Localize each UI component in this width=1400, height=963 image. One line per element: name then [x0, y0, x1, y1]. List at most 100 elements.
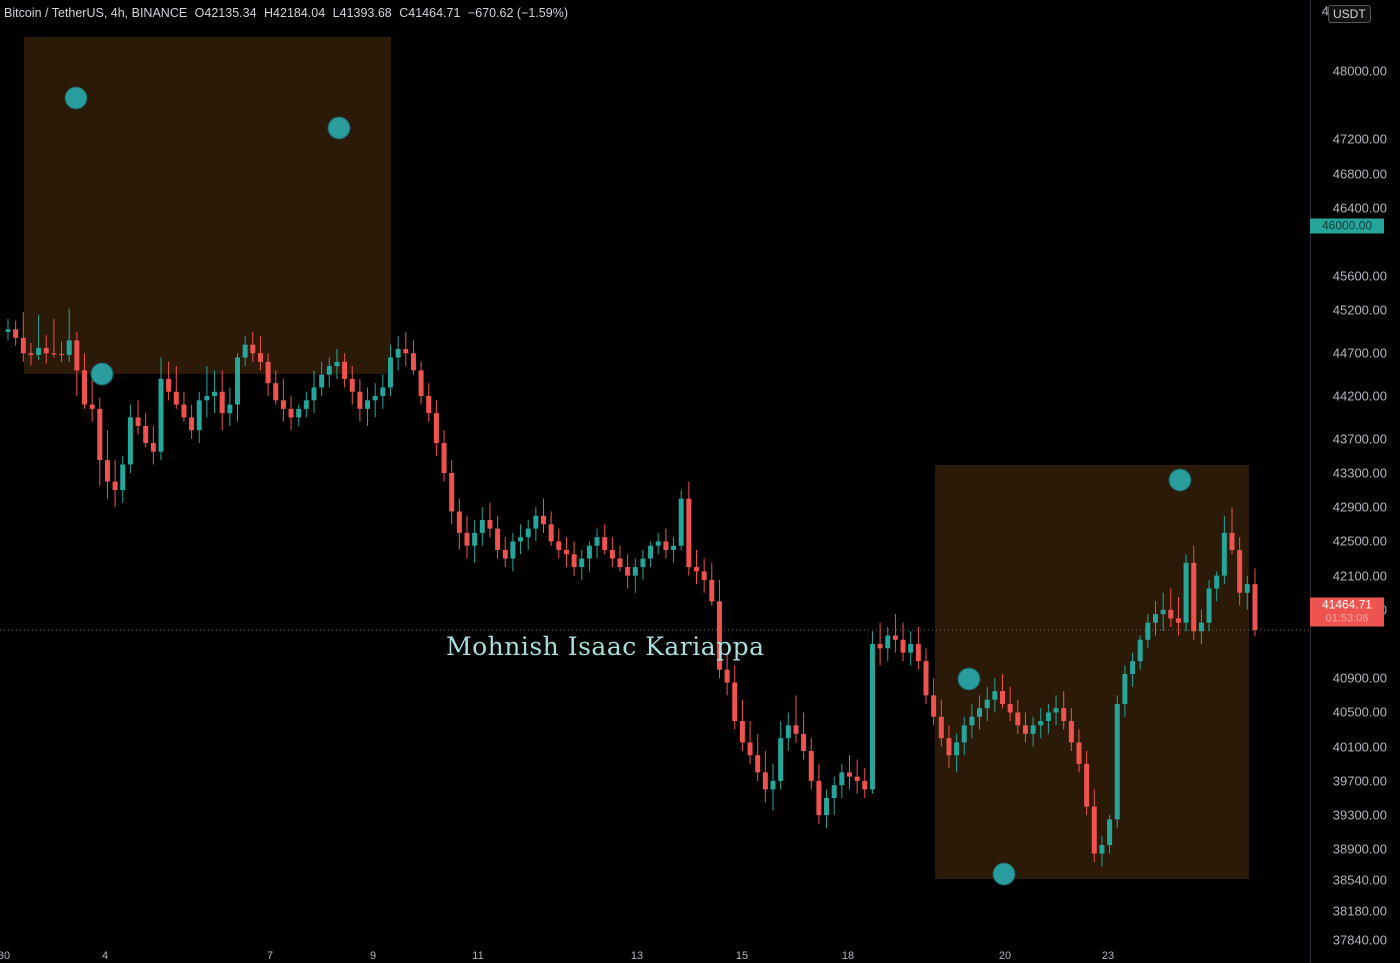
candle-down — [946, 738, 952, 756]
pivot-marker — [957, 667, 981, 691]
candle-up — [586, 545, 592, 559]
candle-down — [1237, 549, 1243, 593]
candle-up — [380, 387, 386, 397]
candle-up — [395, 348, 401, 358]
time-tick-label: 20 — [998, 950, 1012, 962]
candle-down — [89, 404, 95, 409]
candle-down — [938, 716, 944, 739]
candle-up — [1045, 712, 1051, 722]
candle-up — [1160, 609, 1166, 615]
candle-down — [495, 528, 501, 550]
candle-up — [204, 396, 210, 401]
candle-down — [739, 721, 745, 743]
candle-down — [1175, 618, 1181, 623]
price-tick-label: 4 — [1321, 3, 1329, 19]
currency-button[interactable]: USDT — [1328, 5, 1371, 23]
time-tick-label: 9 — [369, 950, 377, 962]
candle-down — [112, 481, 118, 491]
price-tick-label: 42500.00 — [1332, 533, 1387, 549]
price-tick-label: 40500.00 — [1332, 704, 1387, 720]
candle-up — [1183, 562, 1189, 623]
candle-up — [1130, 661, 1136, 674]
candle-down — [686, 498, 692, 568]
candle-down — [288, 408, 294, 418]
candle-down — [762, 772, 768, 790]
candle-down — [250, 344, 256, 354]
time-tick-label: 23 — [1101, 950, 1115, 962]
price-tick-label: 47200.00 — [1332, 131, 1387, 147]
candle-up — [326, 366, 332, 375]
pivot-marker — [64, 86, 88, 110]
candle-down — [892, 635, 898, 640]
price-tick-label: 46800.00 — [1332, 166, 1387, 182]
candle-down — [1007, 703, 1013, 713]
low-value: L41393.68 — [332, 6, 392, 20]
candle-up — [533, 515, 539, 529]
pivot-marker — [1168, 468, 1192, 492]
candle-down — [571, 554, 577, 568]
candle-down — [265, 361, 271, 384]
price-tick-label: 43700.00 — [1332, 431, 1387, 447]
high-value: H42184.04 — [264, 6, 326, 20]
price-tick-label: 46400.00 — [1332, 200, 1387, 216]
candle-up — [770, 780, 776, 790]
candle-down — [808, 750, 814, 781]
candle-down — [862, 780, 868, 790]
candlestick-plot[interactable] — [0, 0, 1310, 963]
candle-up — [824, 798, 830, 816]
candle-down — [28, 353, 34, 355]
candle-down — [732, 682, 738, 722]
candle-up — [518, 537, 524, 542]
price-tick-label: 48000.00 — [1332, 63, 1387, 79]
candle-up — [472, 532, 478, 546]
candle-up — [525, 528, 531, 538]
candle-up — [579, 558, 585, 568]
candle-up — [1107, 819, 1113, 846]
candle-down — [441, 443, 447, 473]
candle-up — [5, 329, 11, 332]
candle-up — [984, 699, 990, 709]
candle-up — [1221, 532, 1227, 576]
pivot-marker — [90, 362, 114, 386]
candle-down — [410, 353, 416, 371]
candle-up — [1053, 708, 1059, 713]
candle-down — [104, 460, 110, 482]
candle-up — [36, 348, 42, 355]
candle-up — [372, 396, 378, 401]
candle-down — [854, 776, 860, 781]
candle-up — [1038, 721, 1044, 726]
candle-down — [456, 511, 462, 533]
price-tick-label: 45600.00 — [1332, 268, 1387, 284]
time-tick-label: 15 — [735, 950, 749, 962]
candle-up — [196, 400, 202, 431]
price-tick-label: 38180.00 — [1332, 903, 1387, 919]
candle-down — [548, 524, 554, 542]
change-value: −670.62 (−1.59%) — [467, 6, 568, 20]
candle-up — [671, 545, 677, 550]
candle-up — [66, 340, 72, 355]
candle-up — [242, 344, 248, 358]
candle-up — [1206, 588, 1212, 623]
candle-up — [969, 716, 975, 726]
candle-down — [342, 361, 348, 379]
candle-down — [280, 400, 286, 409]
candle-down — [1022, 725, 1028, 734]
price-axis[interactable]: 4 48000.00 47200.00 46800.00 46400.00 45600.0… — [1310, 0, 1400, 963]
time-tick-label: 4 — [101, 950, 109, 962]
candle-down — [449, 472, 455, 512]
candle-down — [219, 391, 225, 414]
candle-down — [51, 353, 57, 355]
symbol-label[interactable]: Bitcoin / TetherUS, 4h, BINANCE — [4, 6, 188, 20]
candle-down — [502, 549, 508, 559]
candle-down — [724, 669, 730, 683]
candle-up — [319, 374, 325, 388]
candle-up — [1244, 584, 1250, 593]
pivot-marker — [992, 862, 1016, 886]
candle-up — [1198, 622, 1204, 632]
candle-up — [1145, 622, 1151, 640]
close-value: C41464.71 — [399, 6, 461, 20]
candle-up — [120, 464, 126, 491]
candle-up — [303, 400, 309, 409]
time-axis[interactable]: 30 4 7 9 11 13 15 18 20 23 — [0, 948, 1310, 963]
